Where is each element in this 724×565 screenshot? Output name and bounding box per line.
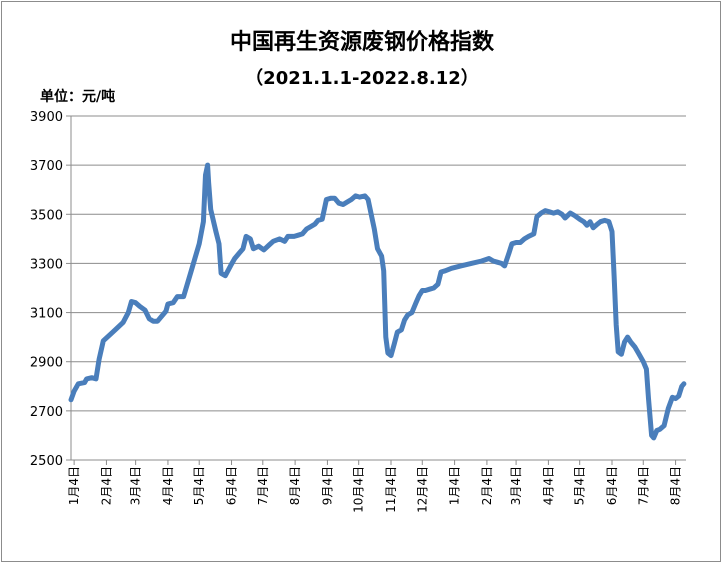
- x-tick-label: 6月4日: [225, 466, 239, 505]
- chart-title: 中国再生资源废钢价格指数: [229, 30, 494, 55]
- x-tick-label: 10月4日: [352, 466, 366, 513]
- x-tick-label: 3月4日: [129, 466, 143, 505]
- x-tick-label: 7月4日: [636, 466, 650, 505]
- y-tick-label: 3900: [30, 110, 63, 125]
- y-tick-label: 2500: [30, 454, 63, 469]
- x-tick-label: 2月4日: [99, 466, 113, 505]
- x-tick-label: 5月4日: [573, 466, 587, 505]
- chart-subtitle: （2021.1.1-2022.8.12）: [245, 68, 479, 89]
- series-line: [68, 162, 687, 441]
- x-tick-label: 6月4日: [605, 466, 619, 505]
- x-tick-label: 3月4日: [509, 466, 523, 505]
- x-tick-label: 2月4日: [480, 466, 494, 505]
- y-tick-label: 2900: [30, 356, 63, 371]
- x-tick-label: 4月4日: [161, 466, 175, 505]
- x-tick-label: 7月4日: [256, 466, 270, 505]
- x-tick-label: 11月4日: [384, 466, 398, 513]
- x-tick-label: 4月4日: [541, 466, 555, 505]
- x-tick-label: 8月4日: [288, 466, 302, 505]
- y-tick-label: 2700: [30, 405, 63, 420]
- x-tick-label: 12月4日: [415, 466, 429, 513]
- x-tick-label: 9月4日: [320, 466, 334, 505]
- y-tick-label: 3500: [30, 208, 63, 223]
- unit-label: 单位：元/吨: [40, 89, 116, 105]
- x-tick-label: 5月4日: [192, 466, 206, 505]
- y-tick-label: 3700: [30, 159, 63, 174]
- x-tick-label: 8月4日: [669, 466, 683, 505]
- y-tick-label: 3100: [30, 307, 63, 322]
- y-tick-label: 3300: [30, 257, 63, 272]
- x-tick-label: 1月4日: [448, 466, 462, 505]
- x-tick-label: 1月4日: [67, 466, 81, 505]
